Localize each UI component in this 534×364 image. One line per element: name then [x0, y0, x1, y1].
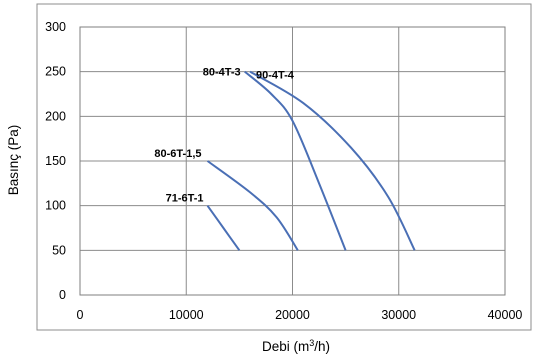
plot-area-border	[79, 26, 506, 296]
y-tick-label-300: 300	[45, 20, 66, 34]
x-axis-title: Debi (m3/h)	[262, 338, 330, 354]
series-lines	[206, 70, 416, 251]
series-labels: 71-6T-1 80-6T-1,5 80-4T-3 90-4T-4	[154, 67, 294, 205]
y-tick-labels: 0 50 100 150 200 250 300	[45, 20, 66, 302]
x-tick-label-20000: 20000	[275, 308, 310, 322]
series-line-71-6t-1	[206, 205, 241, 251]
y-tick-label-200: 200	[45, 109, 66, 123]
series-line-80-6t-1-5	[206, 160, 299, 251]
series-line-80-4t-3	[244, 70, 347, 251]
series-label-90-4t-4: 90-4T-4	[256, 70, 295, 82]
y-tick-label-250: 250	[45, 65, 66, 79]
y-tick-label-50: 50	[52, 243, 66, 257]
x-axis-title-text: Debi (m	[262, 339, 309, 354]
series-line-90-4t-4	[249, 70, 416, 251]
x-tick-label-30000: 30000	[381, 308, 416, 322]
series-label-71-6t-1: 71-6T-1	[166, 193, 204, 205]
y-tick-label-150: 150	[45, 154, 66, 168]
series-label-80-4t-3: 80-4T-3	[203, 67, 241, 79]
y-axis-title: Basınç (Pa)	[6, 125, 21, 196]
x-tick-label-0: 0	[77, 308, 84, 322]
x-tick-labels: 0 10000 20000 30000 40000	[77, 308, 523, 322]
x-axis-title-superscript: 3	[309, 338, 314, 348]
x-tick-label-40000: 40000	[488, 308, 523, 322]
x-axis-title-unit: /h)	[314, 339, 330, 354]
series-label-80-6t-1-5: 80-6T-1,5	[154, 148, 201, 160]
y-tick-label-100: 100	[45, 199, 66, 213]
chart-frame	[36, 3, 532, 331]
x-tick-label-10000: 10000	[169, 308, 204, 322]
y-tick-label-0: 0	[59, 288, 66, 302]
